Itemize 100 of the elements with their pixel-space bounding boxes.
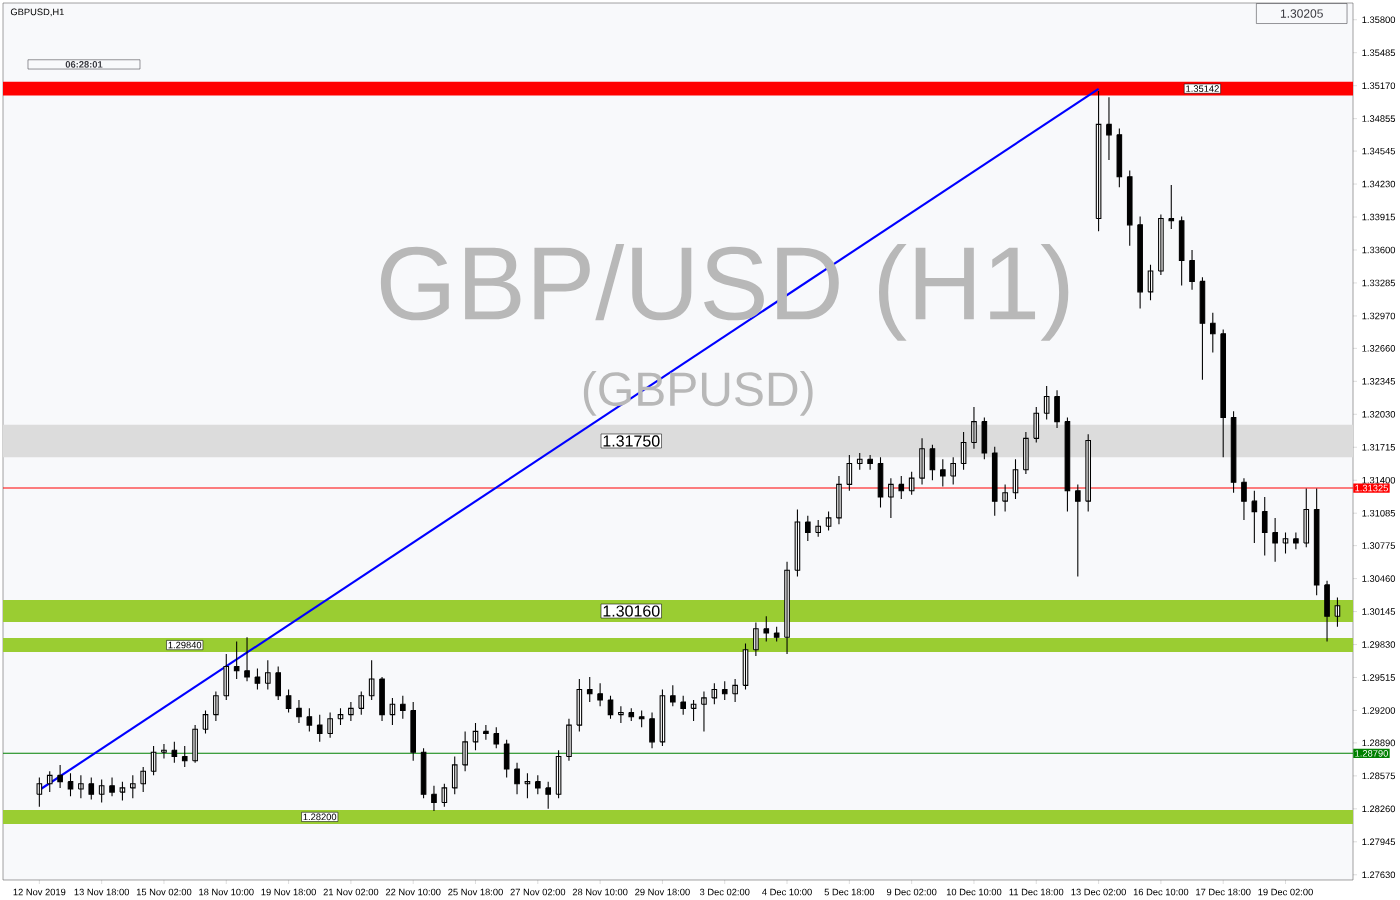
- candlestick: [441, 783, 448, 808]
- candlestick: [192, 724, 198, 764]
- candlestick: [659, 688, 666, 747]
- candlestick: [244, 636, 250, 682]
- candlestick: [597, 682, 603, 707]
- candlestick: [721, 680, 728, 701]
- candlestick: [1126, 169, 1133, 247]
- candlestick: [1064, 416, 1071, 513]
- candlestick: [358, 691, 365, 716]
- candlestick: [680, 695, 687, 716]
- candlestick: [1106, 96, 1112, 161]
- candlestick: [690, 699, 697, 722]
- x-tick-label: 21 Nov 02:00: [323, 888, 379, 896]
- candlestick: [1241, 477, 1247, 521]
- band-label: 1.30160: [603, 605, 660, 617]
- candlestick: [1033, 406, 1040, 444]
- candlestick: [867, 454, 873, 471]
- candlestick: [36, 776, 43, 808]
- candlestick: [1220, 328, 1227, 458]
- candlestick: [1085, 433, 1092, 513]
- candlestick: [88, 776, 95, 800]
- y-tick-label: 1.33600: [1362, 246, 1396, 254]
- x-tick-label: 19 Dec 02:00: [1258, 888, 1313, 896]
- candlestick: [233, 640, 240, 680]
- candlestick: [337, 707, 344, 726]
- y-tick-label: 1.32345: [1362, 378, 1396, 385]
- ref-line-label: 1.28790: [1355, 750, 1388, 757]
- candlestick: [213, 691, 219, 722]
- candlestick: [586, 676, 593, 703]
- y-tick-label: 1.33915: [1362, 213, 1396, 221]
- candlestick: [732, 678, 738, 703]
- candlestick: [524, 772, 531, 799]
- candlestick: [348, 701, 354, 722]
- candlestick: [815, 519, 822, 538]
- candlestick: [711, 682, 718, 705]
- candlestick: [534, 774, 541, 795]
- candlestick: [618, 705, 624, 724]
- candlestick: [1137, 215, 1143, 310]
- y-tick-label: 1.32660: [1362, 345, 1396, 352]
- candlestick: [483, 724, 489, 741]
- candlestick: [264, 659, 271, 691]
- x-tick-label: 4 Dec 10:00: [762, 888, 812, 896]
- candlestick: [638, 709, 645, 728]
- candlestick: [171, 741, 178, 764]
- x-tick-label: 9 Dec 02:00: [886, 888, 937, 896]
- x-tick-label: 16 Dec 10:00: [1133, 888, 1189, 896]
- candlestick: [67, 772, 74, 797]
- candlestick: [1209, 312, 1216, 354]
- candlestick: [1334, 596, 1341, 628]
- candlestick: [1116, 128, 1123, 188]
- x-tick-label: 3 Dec 02:00: [699, 888, 750, 896]
- candlestick: [908, 471, 915, 496]
- x-tick-label: 27 Nov 02:00: [510, 888, 566, 896]
- candlestick: [1158, 213, 1164, 276]
- candlestick: [316, 714, 323, 743]
- candlestick: [379, 676, 385, 722]
- candlestick: [981, 416, 988, 460]
- candlestick: [1303, 488, 1310, 548]
- y-tick-label: 1.29515: [1362, 674, 1396, 681]
- candlestick: [753, 622, 759, 657]
- candlestick: [327, 712, 333, 739]
- candlestick: [1168, 184, 1175, 230]
- candlestick: [98, 779, 105, 804]
- candlestick: [555, 749, 562, 799]
- y-tick-label: 1.32970: [1362, 312, 1396, 320]
- x-tick-label: 10 Dec 10:00: [946, 888, 1002, 896]
- candlestick: [109, 776, 115, 797]
- text: GBPUSD,H1: [10, 8, 64, 17]
- candlestick: [161, 743, 167, 760]
- x-tick-label: 19 Nov 18:00: [261, 888, 316, 896]
- candlestick: [472, 722, 479, 751]
- candlestick: [888, 477, 894, 519]
- y-tick-label: 1.32030: [1362, 411, 1396, 418]
- candlestick: [846, 454, 853, 492]
- candlestick: [462, 730, 468, 772]
- candlestick: [991, 446, 998, 517]
- candlestick: [57, 764, 63, 789]
- candlestick: [1282, 532, 1289, 555]
- candlestick: [566, 718, 572, 762]
- y-tick-label: 1.31715: [1362, 443, 1396, 451]
- candlestick: [78, 774, 84, 799]
- band-label: 1.31750: [603, 435, 660, 447]
- y-tick-label: 1.31085: [1362, 509, 1396, 517]
- candlestick: [950, 456, 957, 485]
- y-tick-label: 1.28890: [1362, 739, 1396, 747]
- candlestick: [1324, 580, 1330, 642]
- candlestick: [129, 774, 136, 799]
- candlestick: [794, 508, 801, 578]
- candlestick: [368, 659, 375, 701]
- band-label: 1.35142: [1186, 85, 1219, 92]
- candlestick: [1095, 90, 1102, 232]
- candlestick: [296, 699, 302, 724]
- candlestick: [399, 695, 406, 720]
- candlestick: [1002, 483, 1008, 513]
- y-tick-label: 1.29830: [1362, 641, 1396, 648]
- candlestick: [514, 762, 520, 795]
- candlestick: [389, 697, 396, 726]
- candlestick: [763, 615, 770, 642]
- x-tick-label: 11 Dec 18:00: [1009, 888, 1064, 896]
- candlestick: [628, 707, 635, 722]
